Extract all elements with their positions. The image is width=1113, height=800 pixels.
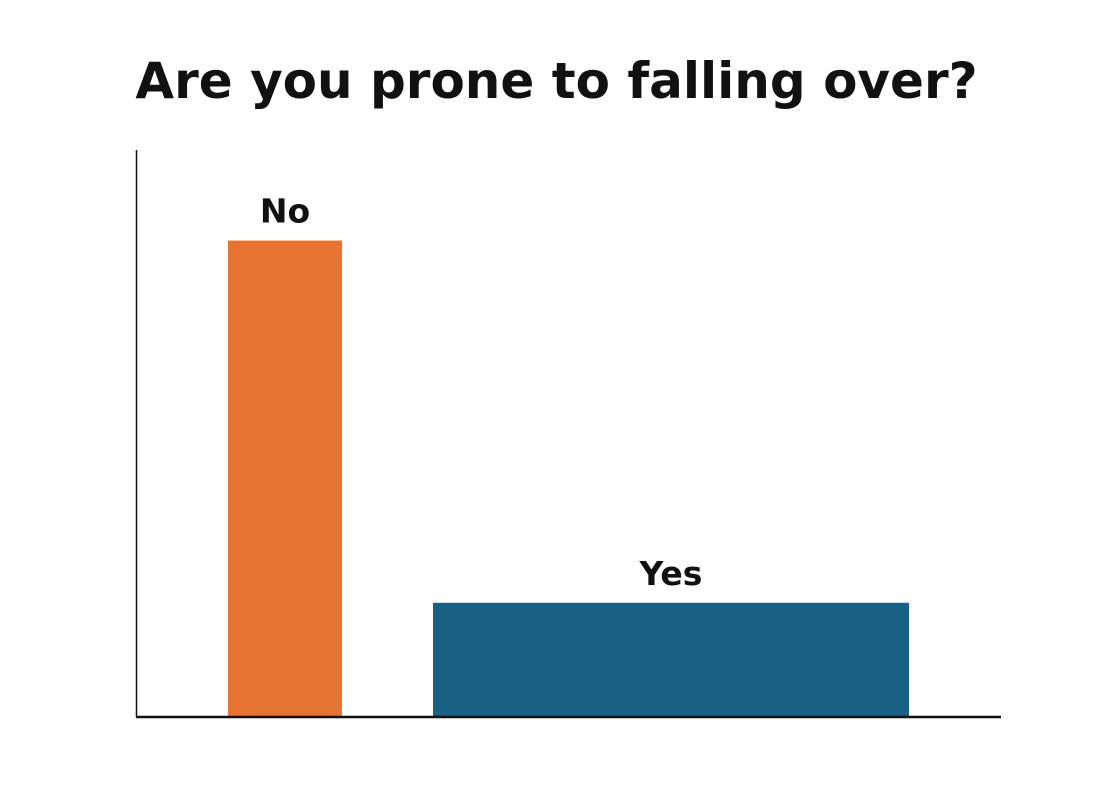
bar-no [228, 240, 342, 716]
bar-label-yes: Yes [639, 554, 703, 593]
bar-label-no: No [260, 192, 310, 231]
bar-yes [433, 602, 909, 716]
chart-title: Are you prone to falling over? [135, 52, 978, 110]
